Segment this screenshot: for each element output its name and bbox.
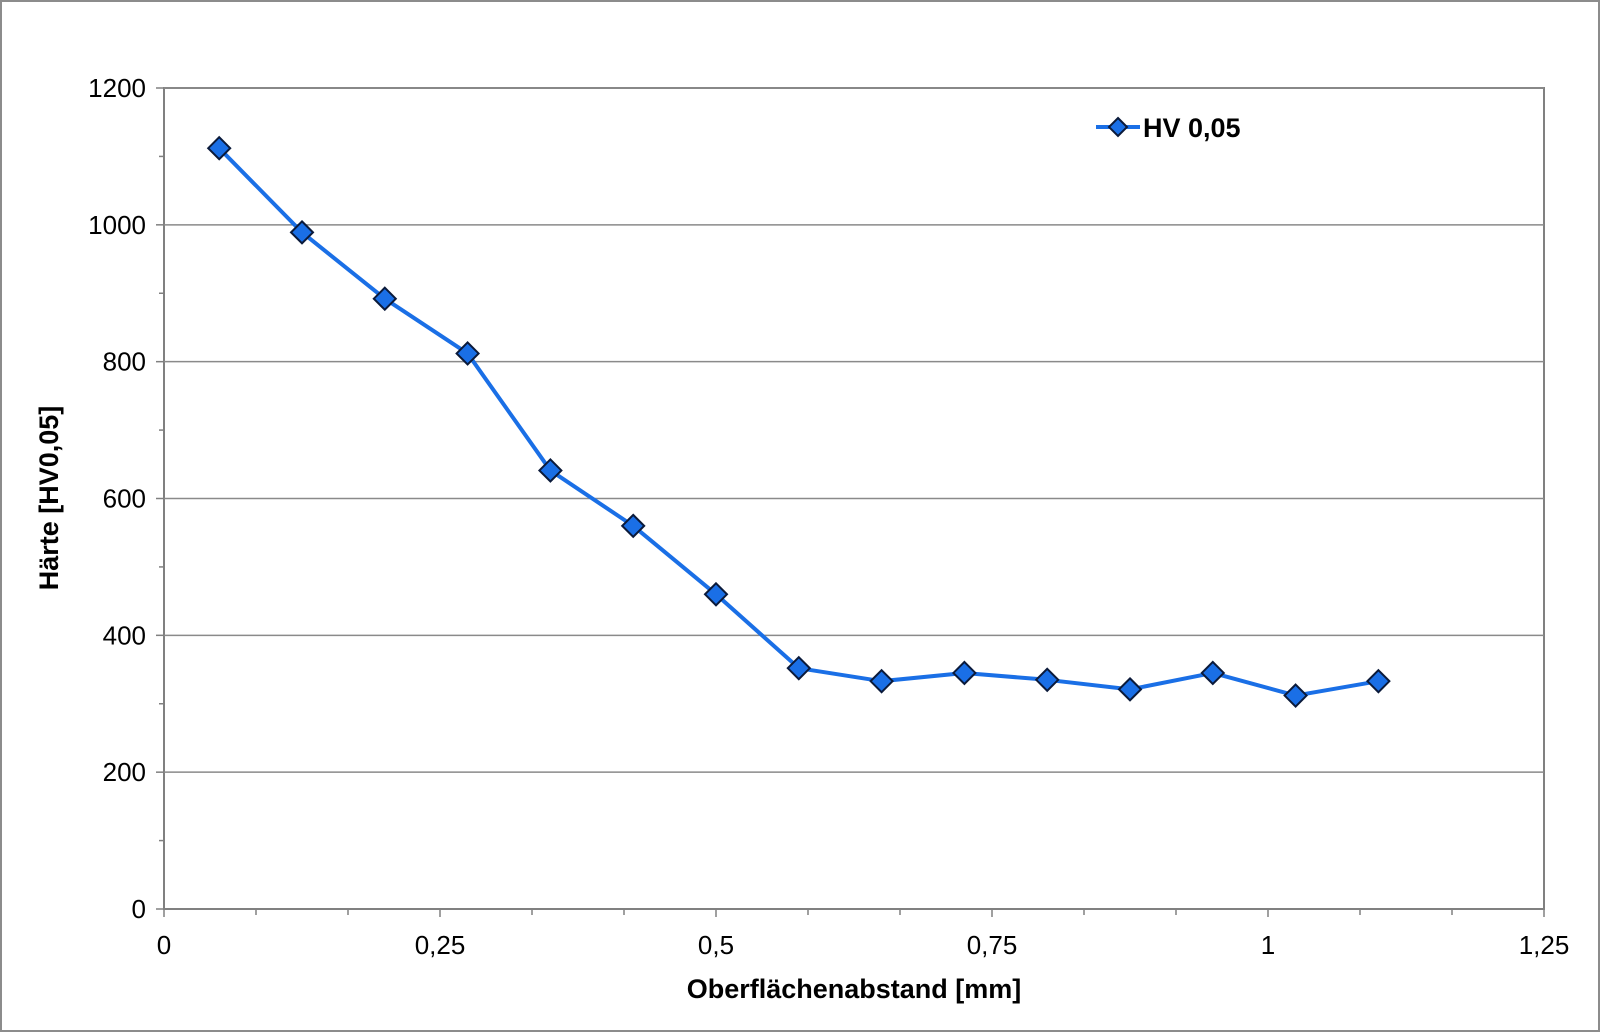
y-tick-label: 1000 [88,210,146,240]
x-axis-title: Oberflächenabstand [mm] [687,974,1022,1004]
data-point-marker [372,286,398,312]
y-tick-label: 1200 [88,73,146,103]
legend-diamond-marker [1107,116,1129,138]
data-point-marker [1365,668,1391,694]
data-point-marker [620,513,646,539]
legend-label: HV 0,05 [1143,113,1241,143]
data-point-marker [537,458,563,483]
data-point-marker [206,135,232,161]
legend: HV 0,05 [1096,113,1241,143]
x-tick-label: 0,25 [415,930,466,960]
data-point-marker [1034,667,1060,693]
x-tick-label: 1,25 [1519,930,1570,960]
y-axis-title: Härte [HV0,05] [34,406,64,591]
y-tick-label: 200 [103,757,146,787]
axes: 0 200 400 600 800 1000 1200 0 0,25 0,5 0,75 1 1,25 [88,73,1569,960]
data-point-marker [786,655,812,681]
data-point-marker [289,219,315,245]
data-point-marker [951,660,977,686]
data-point-marker [869,668,895,694]
data-point-marker [1200,660,1226,686]
y-tick-label: 600 [103,484,146,514]
gridlines [164,87,1544,773]
data-point-marker [1283,683,1309,708]
x-tick-label: 0 [157,930,171,960]
data-point-marker [703,581,729,607]
x-tick-label: 0,5 [698,930,734,960]
x-tick-label: 1 [1261,930,1275,960]
y-tick-label: 800 [103,347,146,377]
data-point-marker [455,341,481,366]
y-tick-label: 0 [132,894,146,924]
x-tick-label: 0,75 [967,930,1018,960]
y-tick-label: 400 [103,620,146,650]
series-layer [206,135,1391,708]
data-point-marker [1117,676,1143,702]
